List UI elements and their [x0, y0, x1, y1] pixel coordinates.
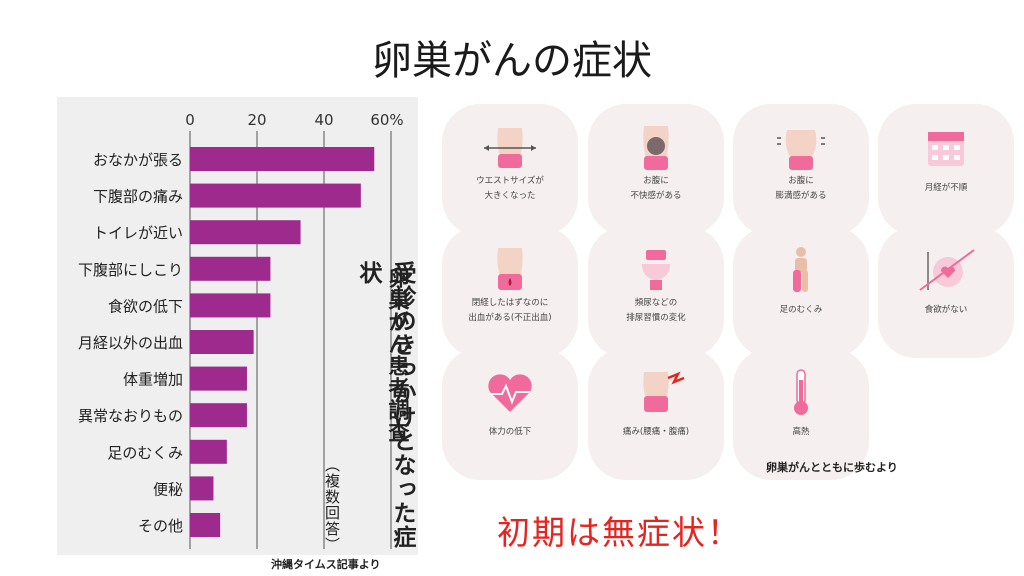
bar — [190, 366, 247, 391]
symptom-tile-no-appetite: 食欲がない — [878, 226, 1014, 358]
tile-label-line1: お腹に — [643, 176, 669, 186]
category-label: 食欲の低下 — [108, 297, 183, 315]
chart-title-line2: 受診のきっかけとなった症状 — [355, 261, 415, 549]
x-tick-label: 60% — [370, 111, 403, 129]
tile-label-line2: 大きくなった — [484, 191, 536, 201]
tile-label: 食欲がない — [924, 305, 968, 315]
symptom-tile-bloating: お腹に 膨満感がある — [733, 104, 869, 236]
symptom-tile-pain: 痛み(腰痛・腹痛) — [588, 348, 724, 480]
bar — [190, 183, 361, 208]
leg-swelling-icon — [793, 247, 808, 292]
category-label: 下腹部の痛み — [93, 188, 183, 206]
category-label: 便秘 — [153, 480, 183, 498]
bar — [190, 220, 301, 245]
symptom-tile-waist: ウエストサイズが 大きくなった — [442, 104, 578, 236]
warning-text: 初期は無症状！ — [497, 513, 742, 552]
tile-label-line1: ウエストサイズが — [476, 176, 544, 186]
page-title: 卵巣がんの症状 — [372, 38, 652, 84]
bar — [190, 293, 271, 318]
symptom-tile-fever: 高熱 — [733, 348, 869, 480]
tile-label-line2: 排尿習慣の変化 — [626, 313, 686, 323]
bar-chart: 0 20 40 60% おなかが張る下腹部の痛みトイレが近い下腹部にしこり食欲の低下月経… — [78, 111, 404, 549]
tile-label-line1: 頻尿などの — [634, 298, 678, 308]
x-tick-label: 0 — [185, 111, 195, 129]
chart-title-line3: （複数回答） — [323, 457, 341, 553]
abdomen-discomfort-icon — [643, 126, 669, 170]
tile-label-line1: お腹に — [788, 176, 814, 186]
category-label: 足のむくみ — [107, 444, 183, 462]
category-label: トイレが近い — [93, 224, 183, 242]
category-label: 体重増加 — [123, 371, 183, 389]
toilet-icon — [642, 250, 670, 290]
bar — [190, 439, 227, 464]
symptom-tile-leg-swelling: 足のむくみ — [733, 226, 869, 358]
symptom-tile-irregular-period: 月経が不順 — [878, 104, 1014, 236]
chart-title-line1: 卵巣がん患者調査 — [386, 267, 410, 443]
symptom-tile-stamina: 体力の低下 — [442, 348, 578, 480]
x-tick-label: 20 — [247, 111, 266, 129]
bar-chart-panel: 0 20 40 60% おなかが張る 下腹部の痛み トイレが近い下腹部にしこり食欲の低下月経… — [57, 97, 418, 555]
category-label: 異常なおりもの — [78, 407, 183, 425]
tile-label: 月経が不順 — [924, 183, 968, 193]
tile-label-line1: 閉経したはずなのに — [471, 298, 549, 308]
bar — [190, 147, 375, 171]
x-tick-label: 40 — [314, 111, 333, 129]
tile-label-line2: 膨満感がある — [775, 191, 827, 201]
tile-label: 痛み(腰痛・腹痛) — [622, 427, 690, 437]
bar — [190, 476, 214, 501]
category-label: その他 — [138, 517, 183, 535]
tiles-source: 卵巣がんとともに歩むより — [766, 461, 898, 474]
category-label: 月経以外の出血 — [78, 334, 183, 352]
bar — [190, 256, 271, 281]
tile-label: 足のむくみ — [779, 305, 823, 315]
waist-measure-icon — [484, 128, 536, 168]
thermometer-icon — [794, 369, 808, 415]
abdomen-bloating-icon — [777, 130, 825, 170]
bar — [190, 403, 247, 428]
tile-label-line2: 不快感がある — [630, 191, 682, 201]
symptom-tile-bleeding: 閉経したはずなのに 出血がある(不正出血) — [442, 226, 578, 358]
pain-icon — [643, 371, 685, 412]
bleeding-icon — [497, 248, 523, 290]
tile-label: 体力の低下 — [488, 427, 532, 437]
chart-source: 沖縄タイムス記事より — [271, 558, 381, 571]
calendar-icon — [928, 132, 964, 166]
tile-label-line2: 出血がある(不正出血) — [468, 313, 552, 323]
tile-label: 高熱 — [792, 427, 810, 437]
symptom-tile-urination: 頻尿などの 排尿習慣の変化 — [588, 226, 724, 358]
bar — [190, 330, 254, 354]
heart-pulse-icon — [488, 374, 532, 412]
bar — [190, 513, 221, 537]
no-appetite-icon — [919, 249, 975, 291]
category-label: 下腹部にしこり — [78, 261, 183, 279]
symptom-tile-discomfort: お腹に 不快感がある — [588, 104, 724, 236]
category-label: おなかが張る — [93, 151, 183, 169]
